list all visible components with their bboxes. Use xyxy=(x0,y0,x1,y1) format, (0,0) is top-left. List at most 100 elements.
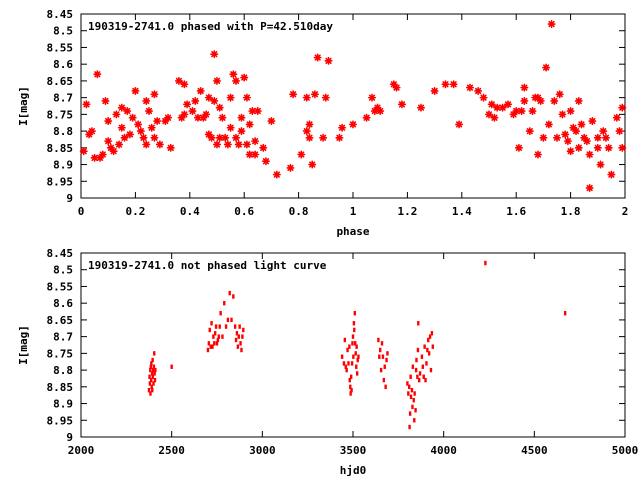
data-point xyxy=(348,344,351,349)
data-point xyxy=(286,163,295,172)
data-point xyxy=(351,341,354,346)
data-point xyxy=(425,361,428,366)
data-point xyxy=(237,334,240,339)
data-point xyxy=(213,76,221,85)
data-point xyxy=(355,344,358,349)
data-point xyxy=(599,127,608,136)
data-point xyxy=(335,133,344,142)
data-point xyxy=(321,93,330,102)
data-point xyxy=(120,133,129,142)
data-point xyxy=(418,371,422,376)
x-tick-label: 1.6 xyxy=(506,205,526,218)
data-point xyxy=(297,150,306,159)
data-point xyxy=(228,290,231,296)
y-tick-label: 8.9 xyxy=(53,159,73,172)
data-point xyxy=(345,367,348,373)
data-point xyxy=(272,170,281,179)
data-point xyxy=(302,93,311,102)
x-tick-label: 1.2 xyxy=(397,205,417,218)
x-tick-label: 1 xyxy=(350,205,357,218)
data-point xyxy=(216,337,220,343)
data-point xyxy=(319,133,328,142)
data-point xyxy=(215,341,219,346)
data-point xyxy=(150,371,154,376)
data-point xyxy=(408,384,411,390)
data-point xyxy=(455,120,464,129)
y-tick-label: 8.95 xyxy=(47,175,74,188)
data-point xyxy=(431,344,434,349)
data-point xyxy=(397,100,406,109)
data-point xyxy=(424,377,427,383)
data-point xyxy=(239,341,242,346)
y-tick-label: 8.5 xyxy=(53,264,73,277)
data-point xyxy=(148,381,152,386)
data-point xyxy=(561,130,570,139)
data-point xyxy=(191,96,200,105)
data-point xyxy=(259,143,268,152)
data-point xyxy=(417,377,421,383)
data-point xyxy=(210,321,213,326)
data-point xyxy=(490,113,499,122)
data-point xyxy=(117,123,126,132)
data-point xyxy=(134,120,143,129)
data-point xyxy=(582,137,591,146)
data-point xyxy=(232,294,235,299)
data-point xyxy=(145,107,153,116)
data-point xyxy=(147,387,151,393)
data-point xyxy=(421,364,425,369)
data-point xyxy=(430,331,434,336)
data-point xyxy=(142,96,151,105)
data-point xyxy=(148,374,151,379)
data-point xyxy=(213,331,217,336)
x-axis-label: phase xyxy=(336,225,369,238)
data-point xyxy=(411,404,414,410)
y-tick-label: 8.55 xyxy=(47,41,74,54)
data-point xyxy=(153,117,162,126)
data-point xyxy=(441,80,450,89)
data-point xyxy=(261,157,270,166)
data-point xyxy=(215,103,224,112)
data-point xyxy=(416,103,426,112)
x-tick-label: 5000 xyxy=(612,444,639,457)
plot-frame xyxy=(80,13,626,199)
data-point xyxy=(349,384,352,390)
x-axis-label: hjd0 xyxy=(340,464,367,477)
data-point xyxy=(253,107,262,116)
data-point xyxy=(350,361,354,366)
data-point xyxy=(136,127,145,136)
data-point xyxy=(349,391,352,396)
data-point xyxy=(170,364,173,369)
data-point xyxy=(352,321,356,326)
data-point xyxy=(308,160,317,169)
data-point xyxy=(209,344,212,349)
data-point xyxy=(420,354,424,359)
data-point xyxy=(211,344,214,349)
data-point xyxy=(289,90,298,99)
x-tick-label: 0 xyxy=(78,205,85,218)
data-point xyxy=(368,93,377,102)
data-point xyxy=(313,53,322,62)
data-points xyxy=(79,20,627,192)
data-point xyxy=(206,347,210,353)
data-point xyxy=(221,334,224,339)
data-point xyxy=(151,387,154,393)
data-point xyxy=(413,418,416,423)
data-point xyxy=(593,133,602,142)
x-tick-label: 4500 xyxy=(521,444,548,457)
data-point xyxy=(147,123,156,132)
y-axis-label: I[mag] xyxy=(17,86,30,126)
data-point xyxy=(585,183,594,192)
data-point xyxy=(344,364,347,369)
data-point xyxy=(224,324,228,329)
data-point xyxy=(101,96,110,105)
data-point xyxy=(563,137,572,146)
data-point xyxy=(215,133,224,142)
data-point xyxy=(238,324,241,329)
data-point xyxy=(413,391,416,396)
data-point xyxy=(183,100,192,109)
data-point xyxy=(125,130,134,139)
data-point xyxy=(596,160,605,169)
data-point xyxy=(213,140,221,149)
data-point xyxy=(558,110,567,119)
data-point xyxy=(348,120,358,129)
